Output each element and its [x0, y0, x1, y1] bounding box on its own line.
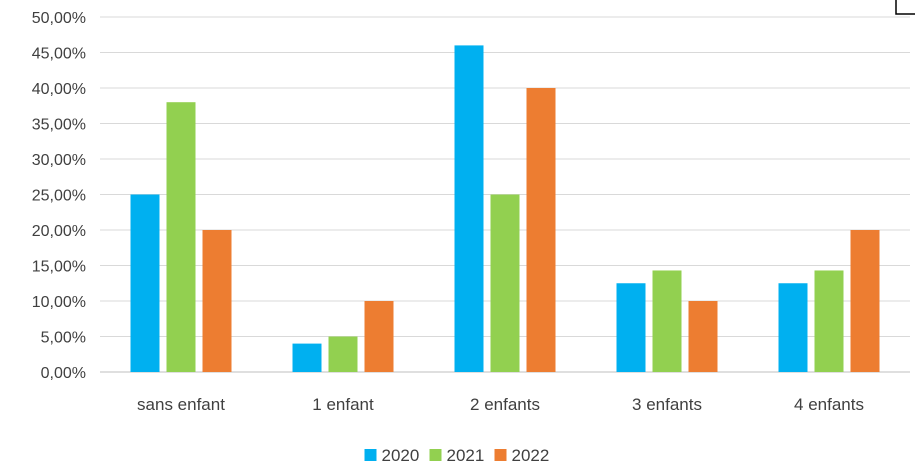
legend-label: 2021 — [447, 446, 485, 465]
x-category-label: 2 enfants — [470, 395, 540, 414]
x-axis-category-labels: sans enfant 1 enfant 2 enfants 3 enfants 4 e… — [137, 395, 864, 414]
bar-2021-sans-enfant — [166, 102, 196, 372]
bar-2022-3-enfants — [688, 301, 718, 372]
bar-2021-1-enfant — [328, 336, 358, 372]
bar-2022-1-enfant — [364, 301, 394, 372]
bar-2020-4-enfants — [778, 283, 808, 372]
legend-swatch-2020 — [364, 449, 377, 461]
y-tick-label: 5,00% — [41, 330, 86, 347]
x-category-label: sans enfant — [137, 395, 225, 414]
x-category-label: 1 enfant — [312, 395, 374, 414]
legend: 2020 2021 2022 — [364, 446, 550, 465]
y-tick-label: 35,00% — [32, 117, 86, 134]
y-axis-tick-labels: 0,00% 5,00% 10,00% 15,00% 20,00% 25,00% 30,00%… — [32, 10, 86, 382]
x-category-label: 4 enfants — [794, 395, 864, 414]
bar-2020-3-enfants — [616, 283, 646, 372]
bar-2021-4-enfants — [814, 270, 844, 372]
bar-2022-2-enfants — [526, 88, 556, 372]
y-tick-label: 25,00% — [32, 188, 86, 205]
bar-2020-sans-enfant — [130, 194, 160, 372]
y-tick-label: 30,00% — [32, 152, 86, 169]
legend-label: 2022 — [512, 446, 550, 465]
chart-frame-corner — [895, 0, 915, 15]
legend-swatch-2022 — [494, 449, 507, 461]
y-tick-label: 50,00% — [32, 10, 86, 27]
bar-2022-4-enfants — [850, 230, 880, 372]
x-category-label: 3 enfants — [632, 395, 702, 414]
y-tick-label: 45,00% — [32, 46, 86, 63]
bar-2020-2-enfants — [454, 45, 484, 373]
bar-2022-sans-enfant — [202, 230, 232, 372]
bars — [130, 45, 880, 373]
y-tick-label: 40,00% — [32, 81, 86, 98]
bar-2020-1-enfant — [292, 343, 322, 372]
y-tick-label: 10,00% — [32, 294, 86, 311]
y-tick-label: 15,00% — [32, 259, 86, 276]
legend-swatch-2021 — [429, 449, 442, 461]
bar-2021-2-enfants — [490, 194, 520, 372]
y-tick-label: 20,00% — [32, 223, 86, 240]
legend-label: 2020 — [382, 446, 420, 465]
bar-2021-3-enfants — [652, 270, 682, 372]
y-tick-label: 0,00% — [41, 365, 86, 382]
